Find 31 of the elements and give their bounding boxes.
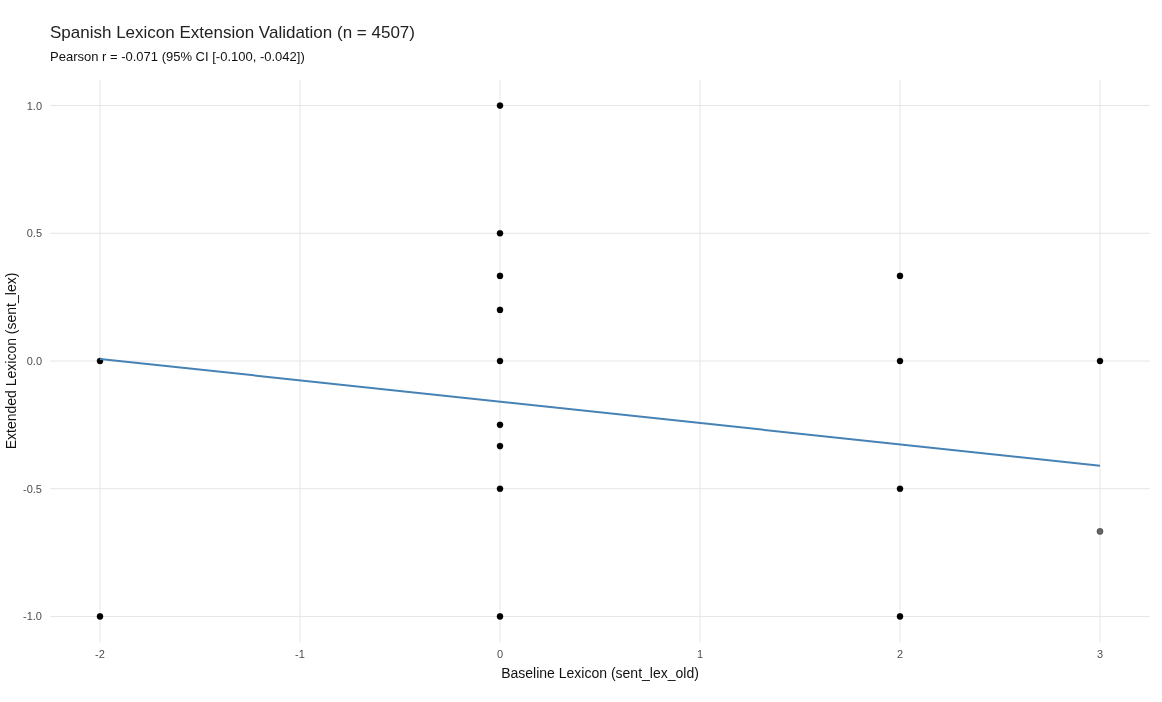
- x-tick-label: 1: [696, 648, 704, 660]
- x-tick-label: -2: [95, 648, 105, 660]
- chart-title: Spanish Lexicon Extension Validation (n = 4507): [50, 23, 415, 42]
- point: [96, 613, 104, 620]
- x-tick-label: 3: [1096, 648, 1104, 660]
- point: [896, 613, 904, 620]
- point: [496, 102, 504, 109]
- point: [1096, 357, 1104, 365]
- point: [496, 421, 504, 429]
- x-tick-label: -1: [295, 648, 305, 660]
- point: [496, 357, 504, 365]
- point: [1096, 528, 1104, 535]
- point: [496, 272, 504, 280]
- point: [896, 357, 904, 365]
- point: [896, 485, 904, 492]
- y-tick-label: -1.0: [23, 610, 42, 623]
- point: [496, 230, 504, 237]
- point: [896, 272, 904, 280]
- y-axis-title: Extended Lexicon (sent_lex): [3, 272, 19, 450]
- chart-subtitle: Pearson r = -0.071 (95% CI [-0.100, -0.042]): [50, 49, 305, 64]
- point: [496, 485, 504, 492]
- y-tick-label: 0.0: [26, 355, 42, 367]
- point: [496, 442, 504, 450]
- x-axis-title: Baseline Lexicon (sent_lex_old): [501, 665, 699, 681]
- y-tick-label: 1.0: [26, 99, 42, 112]
- x-tick-label: 0: [496, 648, 504, 660]
- point: [496, 306, 504, 314]
- point: [496, 613, 504, 620]
- x-tick-label: 2: [896, 648, 904, 660]
- y-tick-label: 0.5: [26, 227, 42, 240]
- y-tick-label: -0.5: [23, 482, 42, 495]
